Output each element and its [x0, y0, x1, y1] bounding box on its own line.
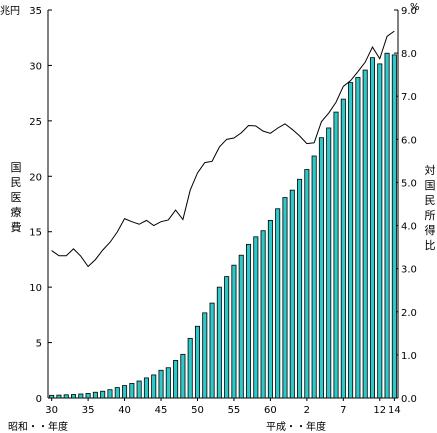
bar [238, 254, 244, 399]
right-tick-label: 3.0 [401, 265, 417, 276]
bar [56, 394, 62, 399]
bar [348, 82, 354, 399]
bar [355, 77, 361, 399]
bar [297, 178, 303, 399]
bar [194, 325, 200, 399]
left-tick-label: 25 [29, 117, 42, 128]
bar [282, 197, 288, 399]
bar [362, 69, 368, 399]
x-tick-label: 60 [264, 405, 277, 416]
right-tick-label: 1.0 [401, 351, 417, 362]
right-tick-label: 0.0 [401, 394, 417, 405]
bar [216, 286, 222, 399]
left-tick-label: 30 [29, 61, 42, 72]
x-tick-label: 12 [373, 405, 386, 416]
x-tick-label: 50 [191, 405, 204, 416]
bar [246, 243, 252, 399]
bar [63, 394, 69, 399]
bar [333, 111, 339, 399]
bar [78, 393, 84, 399]
bar-series [49, 52, 397, 399]
bar [260, 230, 266, 399]
x-tick-label: 45 [155, 405, 168, 416]
bar [122, 385, 128, 399]
bar [391, 54, 397, 399]
x-tick-label: 40 [118, 405, 131, 416]
x-tick-label: 7 [340, 405, 346, 416]
bar [114, 387, 120, 399]
bar [253, 236, 259, 399]
bar [202, 312, 208, 399]
bar [209, 302, 215, 399]
left-axis-label: 国民医療費 [10, 161, 22, 234]
left-unit-label: 兆円 [0, 6, 20, 17]
bar [311, 155, 317, 399]
bar [100, 390, 106, 399]
right-tick-label: 6.0 [401, 135, 417, 146]
x-tick-label: 55 [228, 405, 241, 416]
bar [129, 383, 135, 399]
bar [289, 189, 295, 399]
bar [318, 137, 324, 399]
left-tick-label: 35 [29, 6, 42, 17]
right-tick-label: 7.0 [401, 92, 417, 103]
bar [231, 264, 237, 399]
era-label-heisei: 平成・・年度 [266, 422, 326, 433]
right-tick-label: 9.0 [401, 6, 417, 17]
bar [107, 389, 113, 399]
x-tick-label: 14 [388, 405, 401, 416]
tick-labels: 0 5 10 15 20 25 30 35 0.0 1.0 2.0 3.0 4.0 5.0 6.0 7.0 8.… [29, 6, 417, 416]
bar [92, 391, 98, 399]
bar [165, 367, 171, 399]
right-tick-label: 2.0 [401, 308, 417, 319]
bar [180, 353, 186, 399]
bar [173, 360, 179, 399]
left-tick-label: 5 [36, 339, 42, 350]
left-tick-label: 0 [36, 394, 42, 405]
bar [377, 63, 383, 399]
era-label-showa: 昭和・・年度 [8, 422, 68, 433]
bar [49, 394, 55, 399]
x-tick-label: 2 [304, 405, 310, 416]
right-tick-label: 8.0 [401, 49, 417, 60]
right-tick-label: 5.0 [401, 178, 417, 189]
right-unit-label: % [410, 2, 420, 13]
ratio-line-series [51, 30, 395, 268]
bar [267, 220, 273, 399]
bar [369, 57, 375, 399]
bar [326, 127, 332, 399]
bar [151, 374, 157, 399]
x-tick-label: 30 [45, 405, 58, 416]
bar [85, 393, 91, 399]
left-tick-label: 10 [29, 283, 42, 294]
bar [340, 98, 346, 399]
bar [224, 276, 230, 399]
bar [304, 169, 310, 399]
bar [275, 208, 281, 399]
bar [187, 337, 193, 399]
bar [158, 369, 164, 399]
left-tick-label: 20 [29, 172, 42, 183]
bar [384, 52, 390, 399]
x-tick-label: 35 [82, 405, 95, 416]
ratio-line [51, 30, 395, 268]
bar [71, 394, 77, 399]
bar [136, 380, 142, 399]
left-tick-label: 15 [29, 228, 42, 239]
right-tick-label: 4.0 [401, 222, 417, 233]
bar [143, 377, 149, 399]
right-axis-label: 対国民所得比 [424, 164, 436, 252]
